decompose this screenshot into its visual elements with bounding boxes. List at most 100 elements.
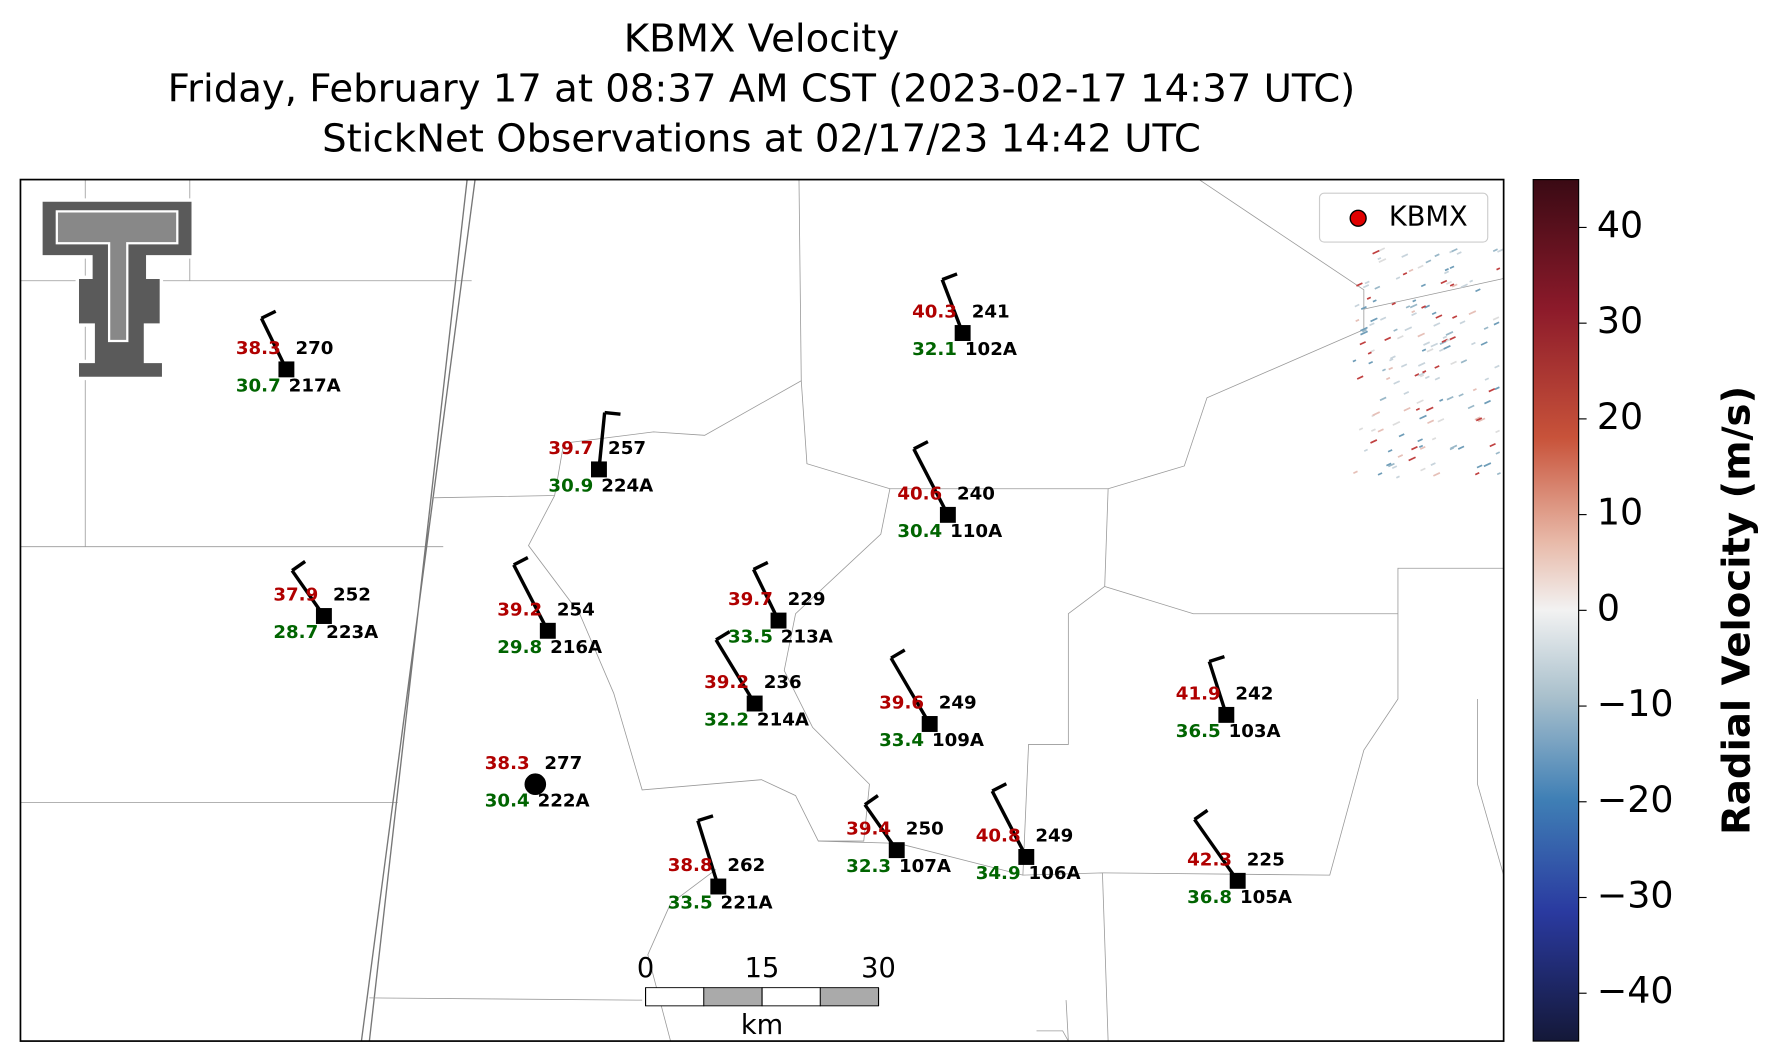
radar-pixel — [1422, 370, 1427, 374]
station-marker — [710, 878, 727, 895]
temperature: 39.2 — [497, 599, 542, 620]
station-value: 250 — [906, 819, 944, 840]
radar-pixel — [1492, 316, 1500, 321]
dewpoint: 32.1 — [912, 339, 957, 360]
wind-barb — [597, 412, 607, 470]
radar-pixel — [1448, 336, 1456, 341]
station-id: 216A — [550, 637, 602, 658]
dewpoint: 32.2 — [704, 710, 749, 731]
radar-pixel — [1496, 472, 1501, 476]
radar-pixel — [1411, 310, 1416, 314]
radar-pixel — [1387, 449, 1393, 453]
scale-label: 15 — [745, 953, 780, 984]
wind-barb-flag — [752, 560, 769, 571]
radar-pixel — [1474, 471, 1480, 476]
radar-pixel — [1388, 462, 1395, 468]
radar-pixel — [1426, 348, 1434, 353]
radar-echoes — [1352, 247, 1504, 479]
temperature: 39.6 — [879, 693, 924, 714]
radar-pixel — [1433, 322, 1441, 327]
radar-pixel — [1488, 388, 1496, 393]
radar-pixel — [1480, 341, 1488, 346]
radar-pixel — [1417, 332, 1425, 338]
radar-pixel — [1492, 248, 1498, 253]
station-marker — [278, 361, 295, 378]
radar-pixel — [1359, 341, 1366, 346]
temperature: 40.8 — [976, 826, 1021, 847]
title: KBMX Velocity — [624, 16, 899, 61]
colorbar-tick-label: 40 — [1597, 203, 1643, 246]
radar-pixel — [1444, 270, 1450, 275]
colorbar-tick-label: 30 — [1597, 299, 1643, 342]
station-marker — [1218, 706, 1235, 723]
radar-pixel — [1370, 428, 1376, 432]
temperature: 40.6 — [897, 483, 942, 504]
radar-pixel — [1379, 396, 1387, 402]
radar-pixel — [1389, 358, 1394, 362]
station-marker — [746, 695, 763, 712]
dewpoint: 36.5 — [1176, 721, 1221, 742]
station-id: 223A — [326, 622, 378, 643]
radar-pixel — [1419, 374, 1425, 378]
wind-barb — [990, 790, 1028, 858]
wind-barb-flag — [941, 272, 958, 282]
wind-barb-flag — [604, 410, 621, 416]
temperature: 38.8 — [668, 855, 713, 876]
radar-pixel — [1483, 462, 1492, 468]
temperature: 41.9 — [1176, 683, 1221, 704]
scale-label: 0 — [637, 953, 654, 984]
radar-pixel — [1419, 414, 1427, 420]
radar-pixel — [1419, 445, 1426, 450]
wind-barb — [259, 317, 288, 371]
radar-pixel — [1434, 365, 1440, 369]
station-id: 102A — [965, 339, 1017, 360]
dewpoint: 30.9 — [548, 475, 593, 496]
temperature: 38.3 — [485, 753, 530, 774]
subtitle: StickNet Observations at 02/17/23 14:42 … — [322, 116, 1201, 161]
radar-pixel — [1411, 312, 1417, 317]
temperature: 39.4 — [846, 819, 891, 840]
radar-pixel — [1420, 467, 1426, 472]
radar-pixel — [1437, 418, 1445, 423]
radar-pixel — [1389, 355, 1396, 360]
radar-pixel — [1370, 317, 1378, 323]
scale-segment — [819, 987, 879, 1007]
dewpoint: 28.7 — [273, 622, 318, 643]
radar-pixel — [1446, 395, 1454, 401]
radar-pixel — [1442, 335, 1448, 339]
scale-bar: 0 15 30 km — [637, 953, 896, 1041]
legend-marker — [1349, 209, 1367, 227]
station-id: 110A — [950, 521, 1002, 542]
radar-pixel — [1391, 302, 1396, 306]
radar-pixel — [1360, 330, 1369, 336]
radar-pixel — [1393, 328, 1398, 332]
radar-pixel — [1446, 338, 1451, 342]
wind-barb — [751, 568, 781, 622]
radar-pixel — [1450, 360, 1457, 365]
station-value: 240 — [957, 483, 995, 504]
radar-pixel — [1358, 427, 1364, 431]
station-value: 257 — [608, 438, 646, 459]
radar-pixel — [1369, 322, 1375, 327]
stations: 38.3 270 30.7 217A 40.3 241 32.1 102A 39.7 257 30.… — [236, 272, 1292, 914]
radar-pixel — [1385, 376, 1391, 381]
temperature: 38.3 — [236, 338, 281, 359]
station-id: 217A — [289, 375, 341, 396]
radar-pixel — [1494, 386, 1500, 391]
radar-pixel — [1374, 285, 1381, 290]
radar-pixel — [1372, 299, 1377, 303]
station-marker — [921, 716, 938, 732]
radar-pixel — [1354, 303, 1360, 308]
radar-pixel — [1424, 375, 1430, 380]
wind-barb — [1193, 818, 1240, 882]
station-id: 221A — [721, 893, 773, 914]
colorbar-tick-label: −30 — [1597, 873, 1674, 916]
radar-pixel — [1420, 283, 1426, 288]
radar-pixel — [1441, 338, 1449, 343]
wind-barb-flag — [1208, 655, 1225, 664]
station-value: 252 — [333, 585, 371, 606]
radar-pixel — [1416, 399, 1424, 405]
map-boundaries — [20, 179, 1504, 1042]
wind-barb-flag — [912, 440, 929, 451]
